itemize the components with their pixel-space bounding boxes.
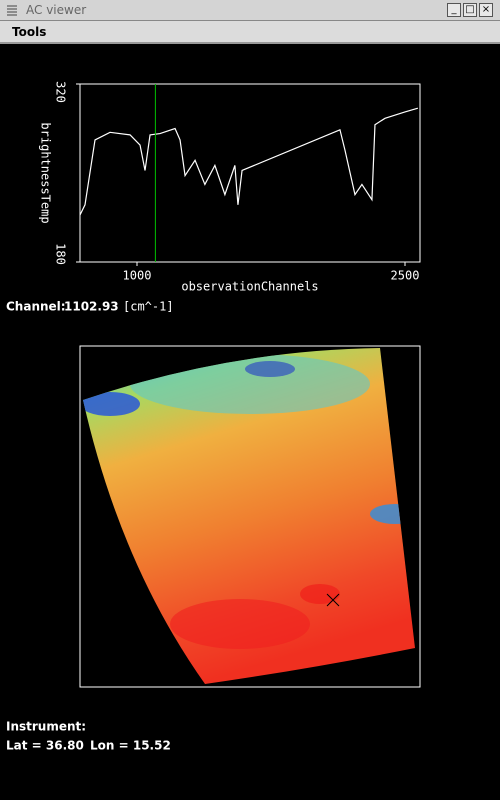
title-bar: AC viewer _ □ × (0, 0, 500, 21)
lon-text: Lon = 15.52 (90, 739, 171, 753)
instrument-label: Instrument: (6, 720, 86, 734)
x-tick-label: 2500 (391, 269, 420, 283)
y-axis-label: brightnessTemp (39, 122, 53, 223)
menu-bar: Tools (0, 21, 500, 44)
channel-value: 1102.93 (64, 300, 119, 314)
lat-text: Lat = 36.80 (6, 739, 84, 753)
window-icon (7, 5, 17, 16)
content: brightnessTemp observationChannels Chann… (6, 81, 421, 753)
menu-tools[interactable]: Tools (12, 25, 47, 39)
y-tick-label: 180 (54, 243, 68, 265)
y-tick-label: 320 (54, 81, 68, 103)
map-frame (79, 345, 421, 688)
location-marker (326, 593, 340, 607)
channel-label: Channel: (6, 300, 66, 314)
x-tick-label: 1000 (123, 269, 152, 283)
plot-frame (79, 83, 421, 263)
close-button[interactable]: × (479, 3, 493, 17)
channel-unit: [cm^-1] (123, 300, 174, 314)
minimize-button[interactable]: _ (447, 3, 461, 17)
satellite-image (83, 348, 415, 684)
window-title: AC viewer (26, 3, 87, 17)
spectrum-line (79, 107, 419, 216)
maximize-button[interactable]: □ (463, 3, 477, 17)
x-axis-label: observationChannels (181, 280, 318, 294)
